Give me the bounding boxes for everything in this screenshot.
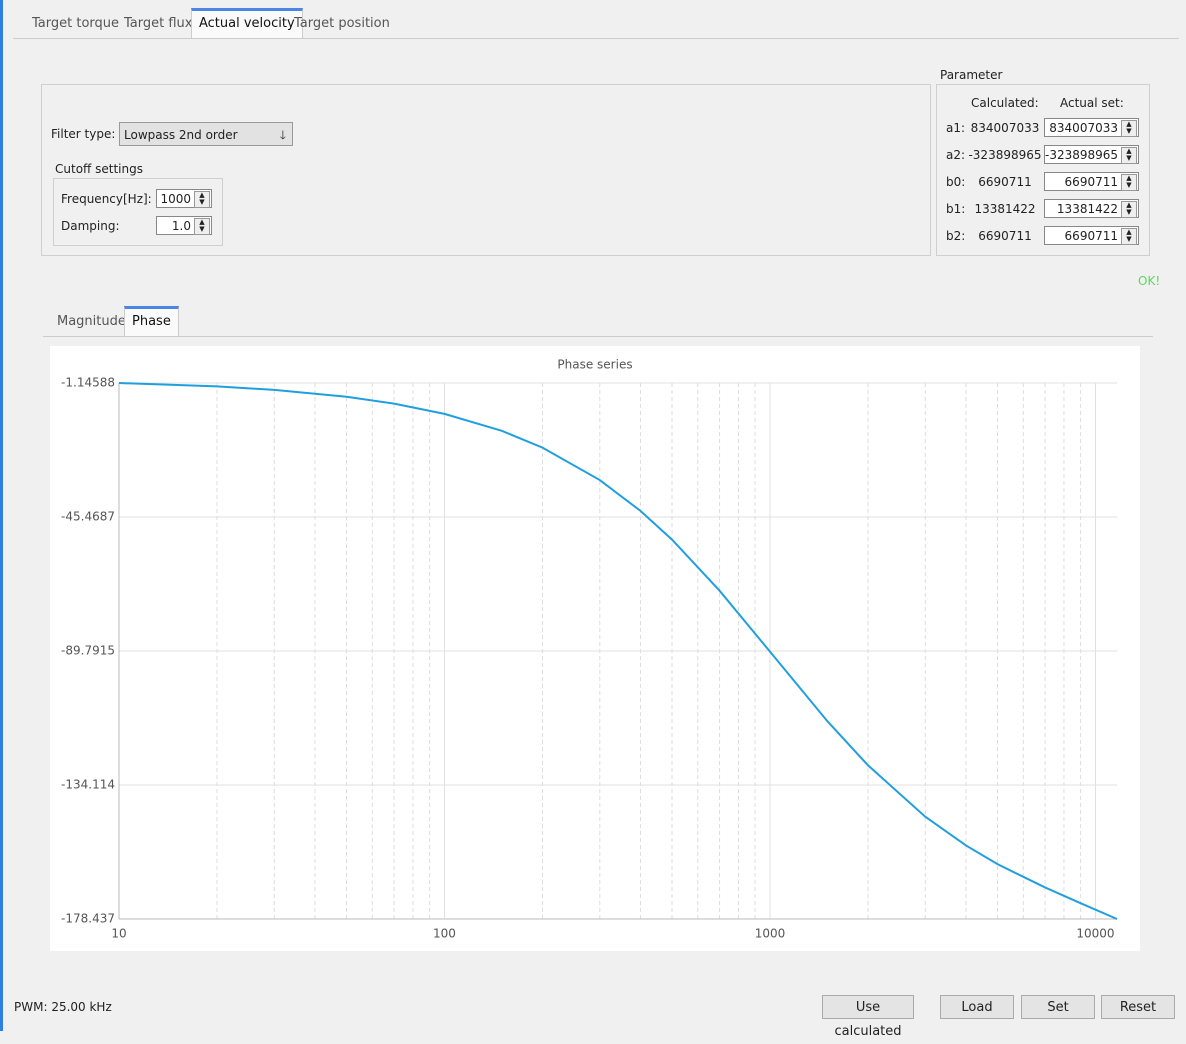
tab-bar-line (13, 38, 1179, 39)
spinbox[interactable]: 13381422 ▲ ▼ (1044, 199, 1139, 218)
param-name: b1: (946, 202, 966, 216)
parameter-group (936, 84, 1150, 256)
spinbox-value: 834007033 (1049, 121, 1118, 135)
spinbox[interactable]: 834007033 ▲ ▼ (1044, 118, 1139, 137)
tab[interactable]: Actual velocity (191, 8, 303, 38)
chart: Phase series -1.14588 -45.4687 -89.7915 -13… (50, 346, 1140, 951)
chart-title: Phase series (557, 358, 632, 372)
status: OK! (1138, 274, 1161, 288)
spinbox[interactable]: -323898965 ▲ ▼ (1044, 145, 1139, 164)
plot-background (50, 346, 1140, 951)
tab[interactable]: Target torque (32, 16, 120, 31)
group-title: Parameter (940, 68, 1003, 82)
spinbox[interactable]: 1.0 ▲ ▼ (156, 216, 212, 235)
column-header: Calculated: (971, 96, 1039, 110)
x-tick-label: 10 (111, 927, 126, 941)
plot-tab[interactable]: Magnitude (57, 314, 126, 329)
tab[interactable]: Target flux (124, 16, 193, 31)
button[interactable]: Load (940, 995, 1014, 1019)
y-tick-label: -45.4687 (61, 510, 115, 524)
group-title: Cutoff settings (55, 162, 143, 176)
param-name: a1: (946, 121, 966, 135)
spin-button[interactable]: ▲ ▼ (1121, 147, 1137, 164)
button[interactable]: Reset (1101, 995, 1175, 1019)
spinbox[interactable]: 1000 ▲ ▼ (156, 189, 212, 208)
tab[interactable]: Target position (294, 16, 390, 31)
param-calculated: 6690711 (978, 175, 1032, 189)
spinbox-value: 6690711 (1064, 175, 1118, 189)
button[interactable]: Use calculated (822, 995, 914, 1039)
button[interactable]: Set (1021, 995, 1095, 1019)
y-tick-label: -1.14588 (61, 376, 115, 390)
param-calculated: -323898965 (968, 148, 1042, 162)
spin-button[interactable]: ▲ ▼ (194, 191, 210, 208)
param-calculated: 6690711 (978, 229, 1032, 243)
label: Frequency[Hz]: (61, 192, 152, 206)
param-calculated: 834007033 (970, 121, 1040, 135)
spinbox-value: 1000 (160, 192, 191, 206)
label: Damping: (61, 219, 120, 233)
param-name: b0: (946, 175, 966, 189)
spinbox-value: 13381422 (1056, 202, 1118, 216)
spinbox[interactable]: 6690711 ▲ ▼ (1044, 172, 1139, 191)
spinbox-value: -323898965 (1045, 148, 1119, 162)
spin-button[interactable]: ▲ ▼ (194, 218, 210, 235)
dropdown-arrow: 🡓 (279, 128, 286, 142)
x-tick-label: 10000 (1076, 927, 1114, 941)
cutoff-group (53, 178, 223, 246)
dropdown[interactable]: Lowpass 2nd order 🡓 (119, 122, 293, 146)
spinbox-value: 1.0 (171, 219, 191, 233)
y-tick-label: -134.114 (61, 777, 115, 791)
series-line (118, 382, 1118, 920)
x-tick-label: 1000 (755, 927, 786, 941)
x-tick-label: 100 (433, 927, 456, 941)
param-name: b2: (946, 229, 966, 243)
spin-button[interactable]: ▲ ▼ (1121, 174, 1137, 191)
spin-button[interactable]: ▲ ▼ (1121, 120, 1137, 137)
param-calculated: 13381422 (974, 202, 1036, 216)
pwm-label: PWM: 25.00 kHz (14, 1000, 112, 1014)
column-header: Actual set: (1060, 96, 1124, 110)
y-tick-label: -178.437 (61, 912, 115, 926)
plot-tab[interactable]: Phase (124, 306, 179, 336)
dropdown-value: Lowpass 2nd order (124, 128, 238, 142)
label: Filter type: (51, 127, 116, 141)
spin-button[interactable]: ▲ ▼ (1121, 228, 1137, 245)
param-name: a2: (946, 148, 966, 162)
spinbox-value: 6690711 (1064, 229, 1118, 243)
y-tick-label: -89.7915 (61, 644, 115, 658)
plot-tab-bar-line (43, 336, 1153, 337)
spinbox[interactable]: 6690711 ▲ ▼ (1044, 226, 1139, 245)
spin-button[interactable]: ▲ ▼ (1121, 201, 1137, 218)
filter-group (41, 84, 931, 256)
